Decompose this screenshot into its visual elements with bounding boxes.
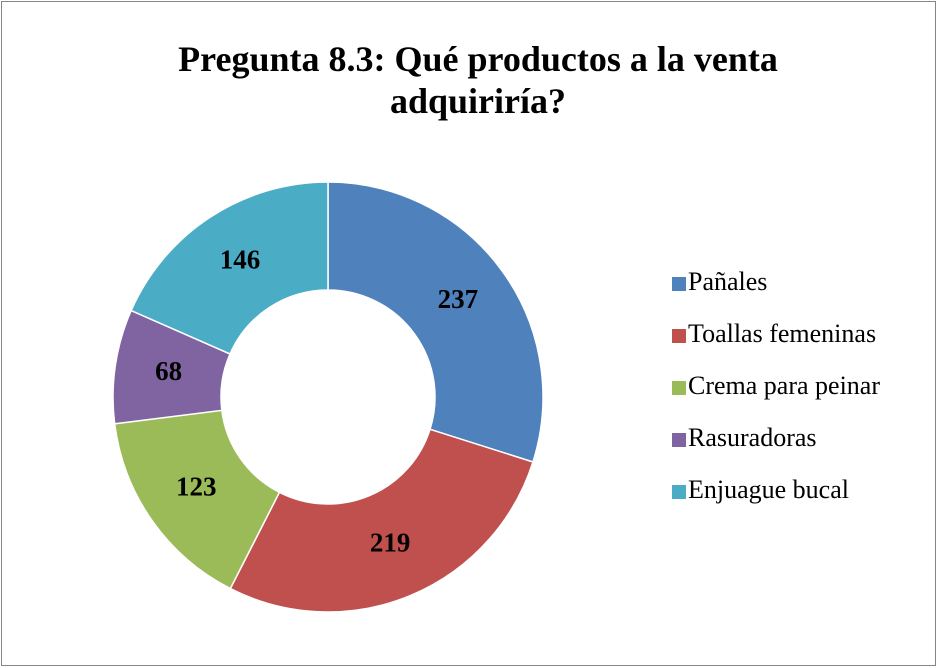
legend-swatch <box>672 329 686 343</box>
chart-title: Pregunta 8.3: Qué productos a la venta a… <box>178 39 778 121</box>
donut-slice <box>113 409 281 590</box>
donut-slice <box>327 181 544 463</box>
data-label: 237 <box>438 284 479 314</box>
data-label: 123 <box>176 472 217 502</box>
legend-swatch <box>672 381 686 395</box>
legend-label: Pañales <box>688 267 767 296</box>
legend-swatch <box>672 277 686 291</box>
legend-swatch <box>672 433 686 447</box>
data-label: 68 <box>155 356 182 386</box>
donut-slice <box>130 181 329 355</box>
legend-label: Rasuradoras <box>688 423 817 452</box>
donut-slice <box>229 428 534 613</box>
legend-label: Enjuague bucal <box>688 475 849 504</box>
data-label: 219 <box>370 528 411 558</box>
legend-label: Crema para peinar <box>688 371 880 400</box>
data-label: 146 <box>220 244 261 274</box>
legend-label: Toallas femeninas <box>688 319 876 348</box>
legend-swatch <box>672 485 686 499</box>
